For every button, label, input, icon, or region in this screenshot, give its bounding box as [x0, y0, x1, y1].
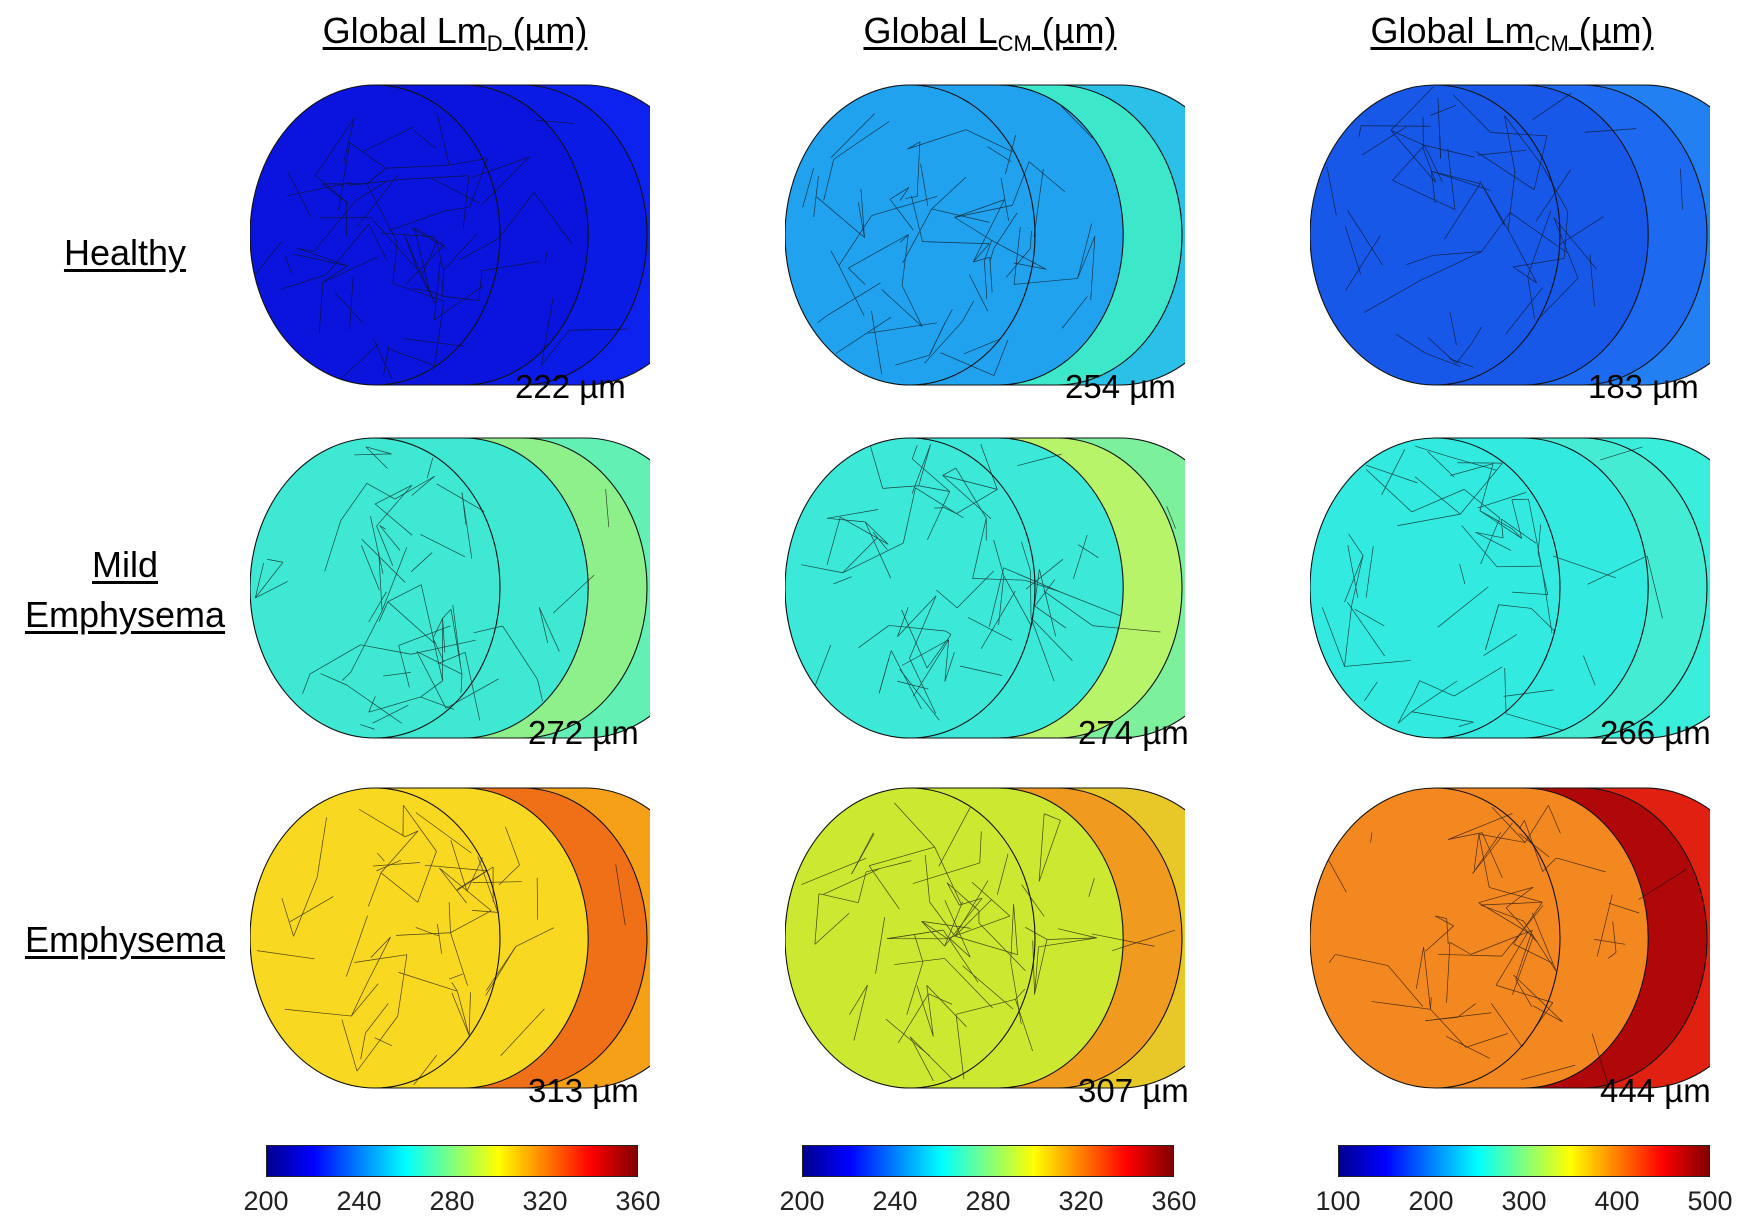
colorbar-ticks: 200 240 280 320 360 — [243, 1186, 660, 1220]
row-label-line: Emphysema — [24, 594, 226, 635]
colorbar-tick: 320 — [522, 1186, 568, 1216]
mesh-cylinder — [1310, 65, 1710, 405]
cylinder-svg — [785, 84, 1185, 386]
colorbar-tick: 200 — [1408, 1186, 1454, 1216]
title-sub: CM — [997, 31, 1032, 56]
title-sub: D — [486, 31, 503, 56]
colorbar — [1338, 1145, 1710, 1177]
cylinder-svg — [250, 437, 650, 739]
value-label: 313 µm — [528, 1072, 639, 1109]
value-label: 254 µm — [1065, 368, 1176, 405]
row-label-line: Healthy — [63, 232, 187, 273]
colorbar-tick: 100 — [1315, 1186, 1361, 1216]
cylinder-svg — [1310, 437, 1710, 739]
cylinder-svg — [1310, 787, 1710, 1089]
value-label: 183 µm — [1588, 368, 1699, 405]
colorbar-tick: 500 — [1687, 1186, 1733, 1216]
title-sub: CM — [1534, 31, 1569, 56]
colorbar-tick: 200 — [779, 1186, 825, 1216]
value-label: 266 µm — [1600, 714, 1711, 751]
value-label: 274 µm — [1078, 714, 1189, 751]
title-unit: (µm) — [1568, 10, 1654, 51]
value-label: 272 µm — [528, 714, 639, 751]
value-label: 444 µm — [1600, 1072, 1711, 1109]
title-main: Global Lm — [1370, 10, 1535, 51]
colorbar-ticks: 100 200 300 400 500 — [1315, 1186, 1732, 1220]
value-label: 307 µm — [1078, 1072, 1189, 1109]
colorbar-tick: 320 — [1058, 1186, 1104, 1216]
cylinder-svg — [250, 787, 650, 1089]
cylinder-svg — [1310, 84, 1710, 386]
colorbar-tick: 280 — [429, 1186, 475, 1216]
column-title-lmcm: Global LmCM (µm) — [1370, 10, 1653, 57]
mesh-cylinder — [250, 768, 650, 1108]
column-title-lcm: Global LCM (µm) — [863, 10, 1116, 57]
mesh-cylinder — [250, 418, 650, 758]
cylinder-svg — [785, 437, 1185, 739]
colorbar-tick: 300 — [1501, 1186, 1547, 1216]
row-label-line: Mild — [91, 544, 158, 585]
colorbar-tick: 360 — [615, 1186, 661, 1216]
colorbar-tick: 240 — [872, 1186, 918, 1216]
value-label: 222 µm — [515, 368, 626, 405]
mesh-cylinder — [785, 768, 1185, 1108]
row-label-mild-emphysema: Mild Emphysema — [0, 540, 250, 640]
colorbar-tick: 400 — [1594, 1186, 1640, 1216]
title-unit: (µm) — [1031, 10, 1117, 51]
colorbar-tick: 360 — [1151, 1186, 1197, 1216]
row-label-healthy: Healthy — [0, 228, 250, 278]
colorbar-tick: 280 — [965, 1186, 1011, 1216]
mesh-cylinder — [785, 65, 1185, 405]
colorbar-tick: 240 — [336, 1186, 382, 1216]
cylinder-svg — [250, 84, 650, 386]
colorbar-ticks: 200 240 280 320 360 — [779, 1186, 1196, 1220]
mesh-cylinder — [250, 65, 650, 405]
colorbar-tick: 200 — [243, 1186, 289, 1216]
title-main: Global L — [863, 10, 998, 51]
title-main: Global Lm — [322, 10, 487, 51]
mesh-cylinder — [1310, 418, 1710, 758]
colorbar — [802, 1145, 1174, 1177]
column-title-lmd: Global LmD (µm) — [323, 10, 588, 57]
title-unit: (µm) — [502, 10, 588, 51]
cylinder-svg — [785, 787, 1185, 1089]
mesh-cylinder — [785, 418, 1185, 758]
colorbar — [266, 1145, 638, 1177]
mesh-cylinder — [1310, 768, 1710, 1108]
row-label-emphysema: Emphysema — [0, 915, 250, 965]
row-label-line: Emphysema — [24, 919, 226, 960]
